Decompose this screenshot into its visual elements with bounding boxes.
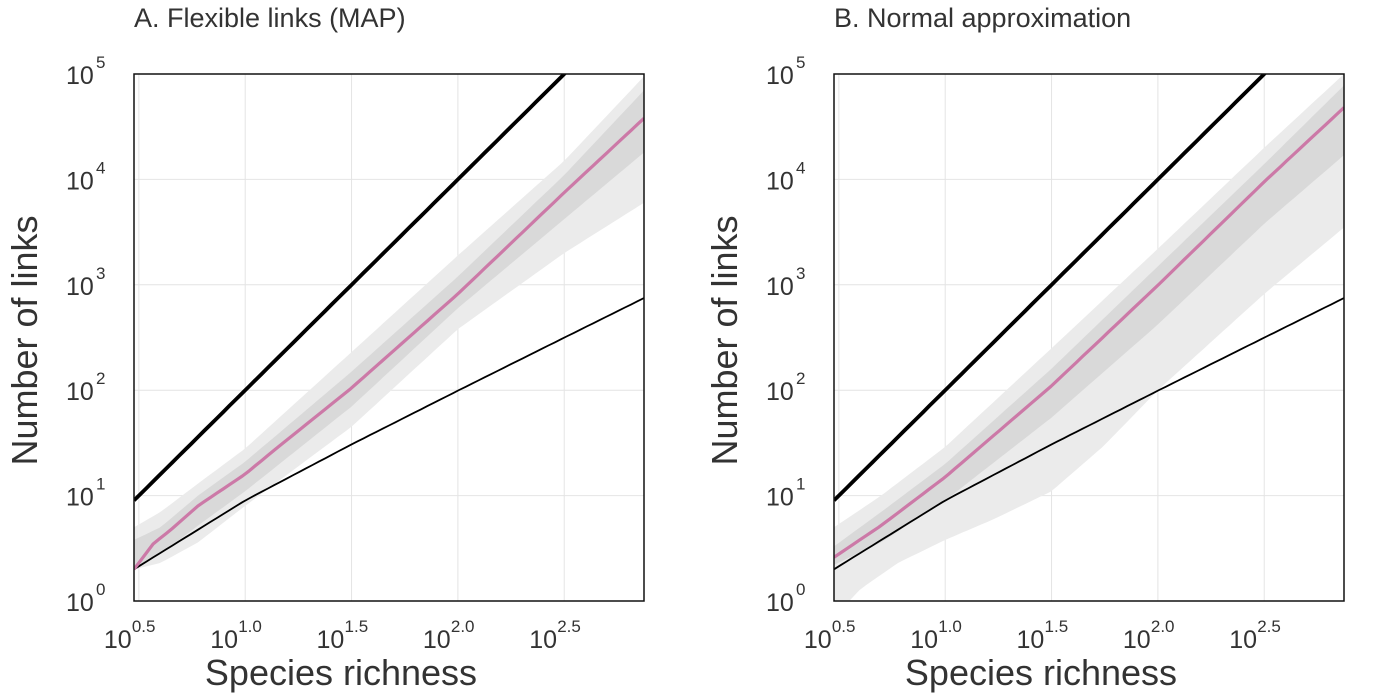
x-axis-label: Species richness <box>205 652 477 693</box>
inner-interval-band <box>134 90 644 568</box>
lower-bound-line <box>134 297 644 571</box>
y-tick-label: 10 <box>766 62 794 90</box>
x-tick-label: 10 <box>104 626 132 654</box>
x-tick-exponent: 1.0 <box>938 617 962 636</box>
outer-interval-band <box>134 76 644 570</box>
x-tick-exponent: 2.0 <box>451 617 475 636</box>
y-tick-exponent: 5 <box>96 53 105 72</box>
plot-area <box>834 74 1344 601</box>
y-tick-exponent: 1 <box>96 475 105 494</box>
x-tick-exponent: 0.5 <box>832 617 856 636</box>
upper-bound-line <box>134 74 567 502</box>
median-line <box>834 106 1344 559</box>
y-tick-label: 10 <box>66 273 94 301</box>
upper-bound-line <box>834 74 1267 502</box>
x-tick-label: 10 <box>804 626 832 654</box>
x-tick-label: 10 <box>529 626 557 654</box>
x-tick-label: 10 <box>423 626 451 654</box>
y-tick-label: 10 <box>66 378 94 406</box>
y-tick-exponent: 3 <box>796 264 805 283</box>
y-tick-exponent: 0 <box>96 580 105 599</box>
y-axis-label: Number of links <box>4 215 45 465</box>
x-tick-exponent: 2.0 <box>1151 617 1175 636</box>
x-tick-exponent: 1.5 <box>1045 617 1069 636</box>
panel-title: B. Normal approximation <box>834 3 1131 33</box>
y-axis-label: Number of links <box>704 215 745 465</box>
median-line <box>134 117 644 571</box>
y-tick-exponent: 4 <box>96 158 105 177</box>
x-tick-exponent: 1.5 <box>345 617 369 636</box>
y-tick-exponent: 2 <box>796 369 805 388</box>
x-tick-label: 10 <box>317 626 345 654</box>
y-tick-exponent: 4 <box>796 158 805 177</box>
y-tick-exponent: 3 <box>96 264 105 283</box>
inner-interval-band <box>834 85 1344 565</box>
y-tick-exponent: 2 <box>96 369 105 388</box>
x-tick-exponent: 1.0 <box>238 617 262 636</box>
x-tick-label: 10 <box>1229 626 1257 654</box>
y-tick-label: 10 <box>766 589 794 617</box>
y-tick-label: 10 <box>766 378 794 406</box>
y-tick-label: 10 <box>766 273 794 301</box>
y-tick-exponent: 1 <box>796 475 805 494</box>
y-tick-label: 10 <box>66 167 94 195</box>
y-tick-label: 10 <box>66 589 94 617</box>
x-tick-exponent: 2.5 <box>1257 617 1281 636</box>
y-tick-exponent: 5 <box>796 53 805 72</box>
y-tick-label: 10 <box>766 484 794 512</box>
x-tick-label: 10 <box>210 626 238 654</box>
x-tick-label: 10 <box>1123 626 1151 654</box>
plot-area <box>134 74 644 571</box>
x-axis-label: Species richness <box>905 652 1177 693</box>
x-tick-label: 10 <box>910 626 938 654</box>
y-tick-label: 10 <box>66 62 94 90</box>
x-tick-exponent: 0.5 <box>132 617 156 636</box>
plot-frame <box>833 73 1345 602</box>
y-tick-exponent: 0 <box>796 580 805 599</box>
x-tick-exponent: 2.5 <box>557 617 581 636</box>
plot-frame <box>133 73 645 602</box>
lower-bound-line <box>834 297 1344 571</box>
x-tick-label: 10 <box>1017 626 1045 654</box>
y-tick-label: 10 <box>766 167 794 195</box>
y-tick-label: 10 <box>66 484 94 512</box>
panel-title: A. Flexible links (MAP) <box>134 3 406 33</box>
